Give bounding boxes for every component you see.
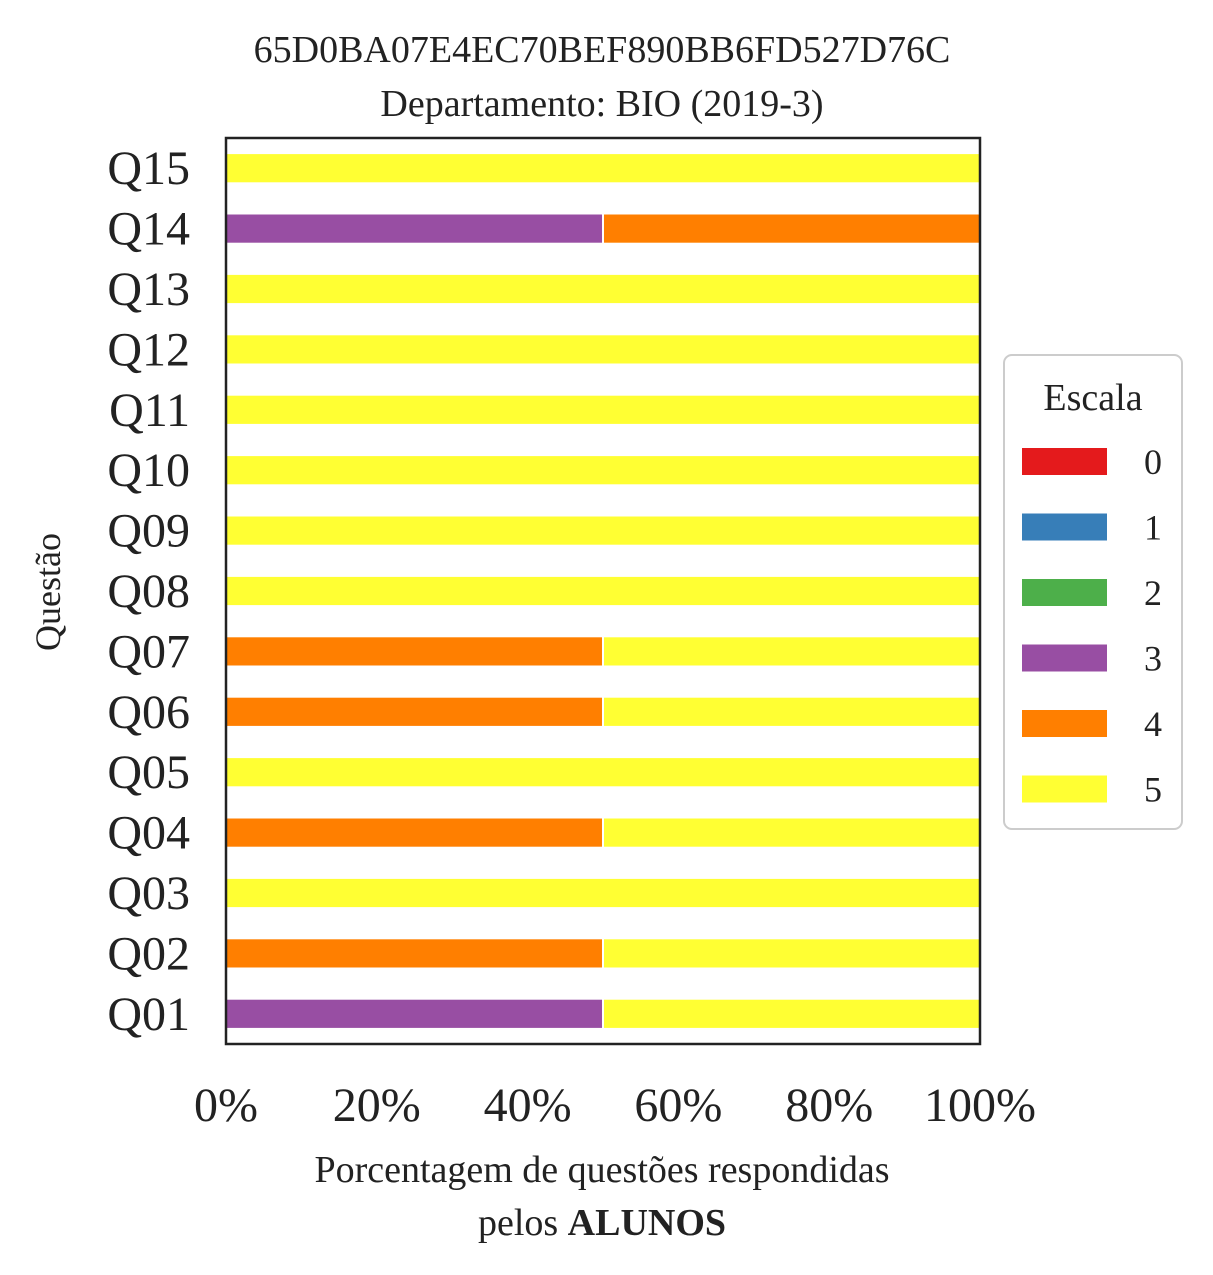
bar-q10-escala-5 (225, 454, 981, 487)
y-tick-label-q10: Q10 (107, 444, 190, 497)
legend-label-4: 4 (1144, 704, 1162, 744)
legend-swatch-4 (1022, 710, 1107, 737)
legend-label-0: 0 (1144, 442, 1162, 482)
y-tick-label-q02: Q02 (107, 927, 190, 980)
bar-q07-escala-5 (602, 635, 981, 668)
x-tick-label-100: 100% (924, 1079, 1036, 1132)
bar-q14-escala-4 (602, 212, 981, 245)
bar-q11-escala-5 (225, 393, 981, 426)
legend-label-2: 2 (1144, 573, 1162, 613)
bar-q06-escala-5 (602, 695, 981, 728)
bar-q01-escala-5 (602, 997, 981, 1030)
legend: Escala 0 1 2 3 4 5 (1003, 354, 1183, 830)
bar-q02-escala-5 (602, 937, 981, 970)
bar-q06-escala-4 (225, 695, 604, 728)
legend-label-5: 5 (1144, 770, 1162, 810)
legend-label-1: 1 (1144, 508, 1162, 548)
x-tick-labels: 0% 20% 40% 60% 80% 100% (194, 1079, 1036, 1132)
y-tick-label-q12: Q12 (107, 323, 190, 376)
bar-q14-escala-3 (225, 212, 604, 245)
x-tick-label-60: 60% (634, 1079, 722, 1132)
bar-q04-escala-5 (602, 816, 981, 849)
bar-q04-escala-4 (225, 816, 604, 849)
y-tick-labels: Q01 Q02 Q03 Q04 Q05 Q06 Q07 Q08 Q09 Q10 Q11 Q12 Q13 Q… (107, 142, 190, 1041)
legend-label-3: 3 (1144, 639, 1162, 679)
y-tick-label-q15: Q15 (107, 142, 190, 195)
y-tick-label-q03: Q03 (107, 867, 190, 920)
y-tick-label-q09: Q09 (107, 505, 190, 558)
legend-swatch-5 (1022, 775, 1107, 803)
x-tick-label-0: 0% (194, 1079, 258, 1132)
x-axis-label-line-2: pelos ALUNOS (478, 1202, 726, 1244)
bar-q15-escala-5 (225, 152, 981, 185)
y-tick-label-q04: Q04 (107, 807, 190, 860)
y-tick-label-q11: Q11 (109, 384, 190, 437)
chart-title: 65D0BA07E4EC70BEF890BB6FD527D76C (254, 29, 951, 71)
y-tick-label-q08: Q08 (107, 565, 190, 618)
y-tick-label-q13: Q13 (107, 263, 190, 316)
bar-q03-escala-5 (225, 876, 981, 910)
bar-q02-escala-4 (225, 937, 604, 970)
bar-q05-escala-5 (225, 756, 981, 789)
bar-q01-escala-3 (225, 997, 604, 1030)
x-axis-label-bold: ALUNOS (568, 1202, 726, 1244)
bar-q08-escala-5 (225, 574, 981, 608)
legend-swatch-1 (1022, 513, 1107, 541)
y-tick-label-q14: Q14 (107, 203, 190, 256)
plot-frame (224, 136, 982, 1046)
bars-group (225, 152, 981, 1030)
bar-q07-escala-4 (225, 635, 604, 668)
chart-subtitle: Departamento: BIO (2019-3) (380, 83, 823, 125)
bar-q09-escala-5 (225, 514, 981, 547)
legend-items: 0 1 2 3 4 5 (1022, 442, 1162, 810)
legend-swatch-2 (1022, 579, 1107, 606)
bar-q13-escala-5 (225, 272, 981, 306)
x-tick-label-20: 20% (333, 1079, 421, 1132)
y-tick-label-q01: Q01 (107, 988, 190, 1041)
legend-swatch-3 (1022, 644, 1107, 672)
y-tick-label-q05: Q05 (107, 746, 190, 799)
x-axis-label-line-1: Porcentagem de questões respondidas (314, 1149, 889, 1191)
y-axis-label: Questão (28, 533, 68, 651)
bar-q12-escala-5 (225, 333, 981, 366)
legend-swatch-0 (1022, 448, 1107, 475)
y-tick-label-q07: Q07 (107, 625, 190, 678)
x-axis-label-prefix: pelos (478, 1202, 568, 1244)
legend-title: Escala (1043, 377, 1142, 419)
x-tick-label-40: 40% (484, 1079, 572, 1132)
y-tick-label-q06: Q06 (107, 686, 190, 739)
x-tick-label-80: 80% (785, 1079, 873, 1132)
